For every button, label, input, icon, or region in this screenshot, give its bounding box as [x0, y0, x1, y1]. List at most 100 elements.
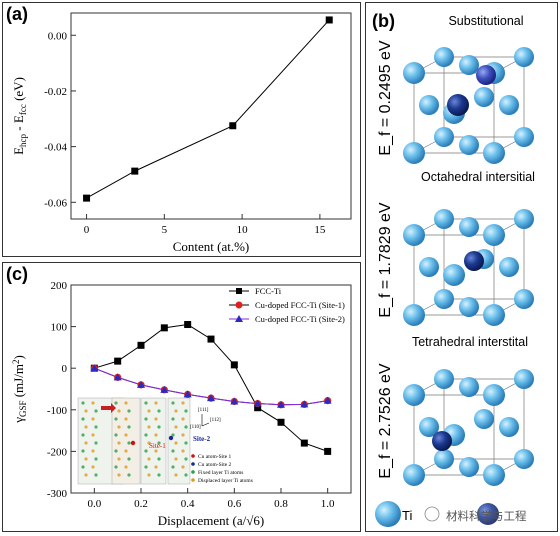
legend-ti-atom — [375, 501, 401, 527]
legend-marker-fcc — [236, 288, 242, 294]
ylabel-a: Ehcp - Efcc (eV) — [11, 77, 28, 155]
inset-atom — [84, 473, 88, 477]
energy-label-substitutional: E_f = 0.2495 eV — [377, 40, 394, 156]
y-tick-label-c: 200 — [51, 280, 68, 292]
cell-octahedral-ti-atom — [434, 209, 454, 229]
data-point-site2 — [183, 390, 192, 398]
cell-substitutional-ti-atom — [403, 62, 425, 84]
inset-atom — [154, 465, 158, 469]
y-tick-label-a: -0.04 — [44, 142, 67, 154]
inset-atom — [174, 425, 178, 429]
inset-atom — [81, 465, 85, 469]
inset-atom — [127, 457, 131, 461]
cell-tetrahedral-ti-atom — [474, 409, 494, 429]
inset-atom — [154, 449, 158, 453]
inset-slab-3 — [140, 397, 167, 485]
data-point-fcc — [254, 404, 262, 412]
cell-tetrahedral-ti-atom — [514, 449, 534, 469]
data-point-fcc — [114, 357, 122, 365]
legend-cu-atom — [477, 503, 499, 525]
cell-octahedral-ti-atom — [403, 224, 425, 246]
inset-atom — [94, 425, 98, 429]
data-point-site2 — [323, 396, 332, 404]
data-point-fcc — [207, 335, 215, 343]
legend-marker-site2 — [235, 315, 243, 322]
cell-octahedral-ti-atom — [483, 224, 505, 246]
inset-atom — [157, 425, 161, 429]
inset-atom — [174, 473, 178, 477]
cell-octahedral-ti-atom — [499, 257, 519, 277]
inset-atom — [184, 425, 188, 429]
inset-site1: Site-1 — [149, 442, 166, 450]
panel-c-label: (c) — [6, 264, 28, 284]
inset-atom — [117, 473, 121, 477]
inset-atom — [91, 401, 95, 405]
x-tick-label-c: 1.0 — [321, 498, 335, 510]
cell-substitutional-ti-atom — [459, 55, 479, 75]
inset-atom — [127, 425, 131, 429]
y-tick-label-a: 0.00 — [48, 30, 68, 42]
x-tick-label-a: 5 — [162, 224, 168, 236]
inset-legend-label: Fixed layer Ti atoms — [198, 470, 243, 476]
y-tick-label-c: -300 — [47, 488, 68, 500]
inset-atom — [114, 433, 118, 437]
data-point-site2 — [300, 400, 309, 408]
data-point-a — [83, 194, 91, 202]
energy-label-octahedral: E_f = 1.7829 eV — [377, 202, 394, 318]
cell-tetrahedral-ti-atom — [499, 417, 519, 437]
ylabel-c: γGSF (mJ/m2) — [11, 355, 28, 424]
cell-substitutional-ti-atom — [514, 127, 534, 147]
x-tick-label-c: 0.6 — [227, 498, 241, 510]
inset-atom — [94, 409, 98, 413]
inset-atom — [81, 417, 85, 421]
inset-atom — [157, 409, 161, 413]
cell-tetrahedral-ti-atom — [483, 464, 505, 486]
cell-octahedral-ti-atom — [514, 209, 534, 229]
inset-atom — [147, 425, 151, 429]
y-tick-label-c: -200 — [47, 446, 68, 458]
cell-substitutional-ti-atom — [434, 47, 454, 67]
data-point-site2 — [277, 400, 285, 408]
inset-atom — [184, 473, 188, 477]
y-tick-label-c: -100 — [47, 405, 68, 417]
cell-substitutional-ti-atom — [483, 142, 505, 164]
data-point-fcc — [137, 341, 145, 349]
inset-dir-111: [111] — [198, 408, 209, 413]
inset-atom — [94, 457, 98, 461]
cell-tetrahedral-cu-atom — [432, 431, 452, 451]
inset-atom — [144, 433, 148, 437]
cell-tetrahedral-ti-atom — [403, 464, 425, 486]
inset-atom — [91, 417, 95, 421]
inset-atom — [117, 441, 121, 445]
wechat-icon — [424, 506, 440, 522]
inset-atom — [81, 401, 85, 405]
inset-atom — [127, 473, 131, 477]
inset-atom — [114, 417, 118, 421]
inset-atom — [154, 433, 158, 437]
cell-octahedral-ti-atom — [459, 217, 479, 237]
inset-atom — [184, 409, 188, 413]
cell-substitutional-cu-atom — [476, 65, 496, 85]
x-tick-label-c: 0.8 — [274, 498, 288, 510]
xlabel-a: Content (at.%) — [173, 239, 250, 254]
series-line-a — [86, 19, 330, 199]
inset-legend-label: Displaced layer Ti atoms — [198, 478, 253, 484]
cell-octahedral-ti-atom — [483, 304, 505, 326]
data-point-fcc — [324, 447, 332, 455]
cell-tetrahedral-ti-atom — [459, 457, 479, 477]
inset-atom — [124, 465, 128, 469]
inset-legend-dot — [191, 478, 195, 482]
inset-arrow-icon — [101, 403, 116, 413]
inset-atom — [114, 465, 118, 469]
data-point-site2 — [230, 397, 239, 405]
inset-atom — [94, 473, 98, 477]
inset-atom — [181, 417, 185, 421]
inset-atom — [171, 401, 175, 405]
inset-atom — [124, 401, 128, 405]
inset-atom — [124, 417, 128, 421]
inset-atom — [157, 457, 161, 461]
x-tick-label-a: 0 — [84, 224, 90, 236]
y-tick-label-a: -0.06 — [44, 197, 67, 209]
inset-atom — [127, 409, 131, 413]
plot-frame-a — [70, 12, 352, 220]
